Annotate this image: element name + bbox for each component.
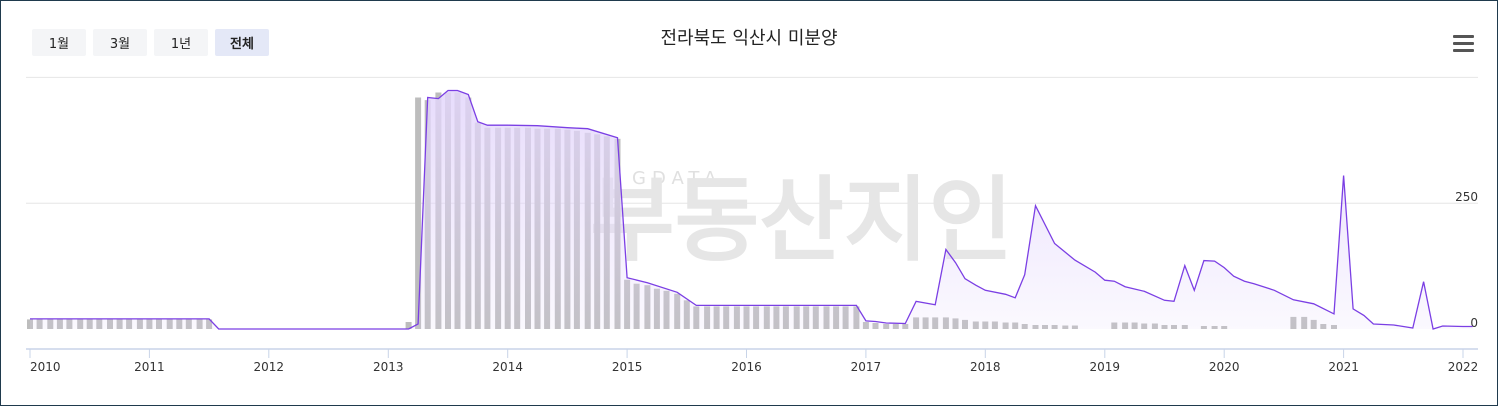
series-line <box>30 89 1473 330</box>
range-1year-button[interactable]: 1년 <box>154 29 208 56</box>
x-tick-label: 2013 <box>373 360 404 374</box>
x-tick-label: 2010 <box>30 360 61 374</box>
y-tick-label: 0 <box>1470 316 1478 330</box>
range-3month-button[interactable]: 3월 <box>93 29 147 56</box>
x-tick-label: 2016 <box>731 360 762 374</box>
x-tick-label: 2021 <box>1328 360 1359 374</box>
range-selector: 1월 3월 1년 전체 <box>32 29 269 56</box>
x-tick-label: 2011 <box>134 360 165 374</box>
y-tick-label: 250 <box>1455 190 1478 204</box>
chart-title: 전라북도 익산시 미분양 <box>660 28 838 49</box>
watermark: GDATA 부동산지인 <box>590 167 1013 274</box>
bar <box>405 322 412 329</box>
x-tick-label: 2015 <box>612 360 643 374</box>
watermark-small: GDATA <box>632 168 722 189</box>
watermark-logo: 부동산지인 <box>590 167 1013 274</box>
bar <box>415 97 422 329</box>
hamburger-menu-icon[interactable] <box>1453 35 1474 53</box>
range-1month-button[interactable]: 1월 <box>32 29 86 56</box>
x-tick-label: 2012 <box>254 360 285 374</box>
x-tick-label: 2018 <box>970 360 1001 374</box>
x-tick-label: 2014 <box>492 360 523 374</box>
x-tick-label: 2017 <box>851 360 882 374</box>
range-all-button[interactable]: 전체 <box>215 29 269 56</box>
x-tick-label: 2020 <box>1209 360 1240 374</box>
x-tick-label: 2022 <box>1448 360 1479 374</box>
x-tick-label: 2019 <box>1090 360 1121 374</box>
